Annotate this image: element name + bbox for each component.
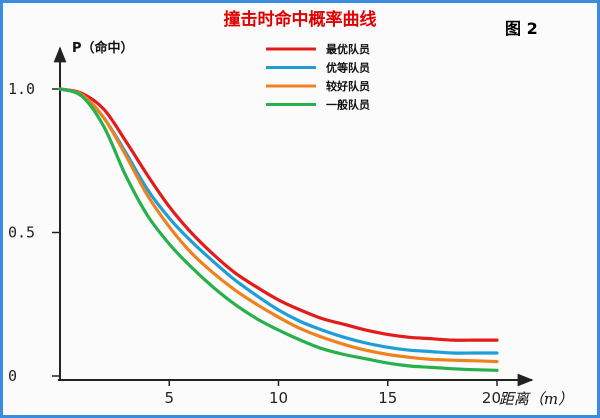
legend-label: 一般队员 xyxy=(326,98,370,112)
y-tick-label: 0.5 xyxy=(8,224,35,242)
x-tick-label: 5 xyxy=(164,389,174,407)
y-tick-label: 0 xyxy=(8,367,17,385)
legend-label: 优等队员 xyxy=(326,61,370,75)
x-tick-label: 15 xyxy=(378,389,397,407)
x-axis-label: 距离（m） xyxy=(499,390,573,408)
series-line-good xyxy=(58,87,499,364)
legend-label: 较好队员 xyxy=(326,79,370,93)
x-tick-label: 20 xyxy=(482,389,501,407)
x-tick-label: 10 xyxy=(269,389,288,407)
y-axis-label: P（命中） xyxy=(72,40,134,56)
series-line-excellent xyxy=(58,87,499,355)
chart-title: 撞击时命中概率曲线 xyxy=(224,9,377,30)
legend-label: 最优队员 xyxy=(326,42,370,56)
y-tick-label: 1.0 xyxy=(8,80,35,98)
figure-label: 图 2 xyxy=(505,19,538,38)
series-line-average xyxy=(58,87,499,372)
series-line-best xyxy=(58,87,499,342)
